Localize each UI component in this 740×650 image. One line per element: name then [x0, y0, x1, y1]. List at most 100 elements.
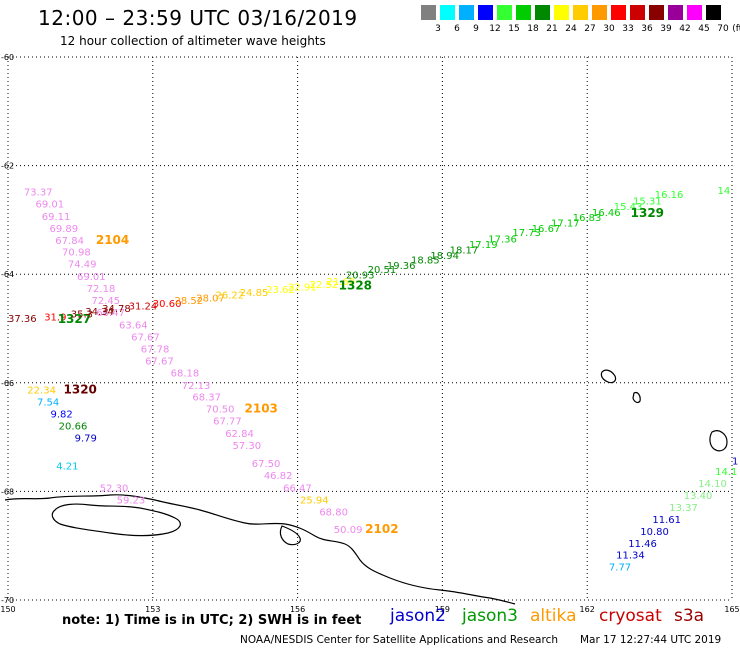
legend-tick-label: 9: [473, 24, 479, 34]
wave-height-value: 31.9: [44, 312, 66, 323]
wave-height-value: 20.93: [346, 271, 375, 282]
y-tick-label: -62: [1, 162, 14, 171]
wave-height-value: 68.18: [171, 368, 200, 379]
mission-jason3: jason3: [462, 606, 518, 626]
x-tick-label: 159: [435, 605, 450, 614]
y-tick-label: -66: [1, 379, 14, 388]
wave-height-value: 66.47: [96, 308, 125, 319]
footer-timestamp: Mar 17 12:27:44 UTC 2019: [580, 634, 722, 646]
legend-tick-label: 15: [508, 24, 520, 34]
wave-height-value: 67.78: [141, 344, 170, 355]
legend-tick-label: 30: [603, 24, 615, 34]
wave-height-value: 16.16: [655, 190, 684, 201]
wave-height-value: 67.50: [252, 459, 281, 470]
wave-height-value: 16.83: [573, 213, 602, 224]
wave-height-value: 34.78: [102, 304, 131, 315]
grid-lines: [7, 56, 733, 601]
wave-height-value: 22.91: [288, 282, 317, 293]
wave-height-value: 7.77: [609, 563, 631, 574]
wave-height-value: 68.80: [319, 507, 348, 518]
wave-height-value: 25.94: [300, 495, 329, 506]
x-tick-label: 150: [0, 605, 15, 614]
legend-tick-label: 21: [546, 24, 558, 34]
wave-height-value: 26.22: [216, 291, 245, 302]
mission-jason2: jason2: [390, 606, 446, 626]
wave-height-value: 52.30: [100, 483, 129, 494]
legend-swatch: [440, 5, 455, 20]
wave-height-value: 37.36: [8, 314, 37, 325]
wave-height-value: 67.67: [131, 332, 160, 343]
wave-height-value: 16.67: [532, 224, 561, 235]
wave-height-value: 11.34: [616, 551, 645, 562]
wave-height-value: 50.09: [334, 525, 363, 536]
wave-height-value: 74.49: [68, 260, 97, 271]
wave-height-value: 68.37: [192, 393, 221, 404]
chart-title: 12:00 – 23:59 UTC 03/16/2019: [38, 6, 358, 30]
wave-height-value: 14.1: [715, 467, 737, 478]
wave-height-value: 67.77: [213, 417, 242, 428]
coastline: [4, 369, 728, 605]
track-time-label: 1328: [339, 278, 372, 292]
wave-height-value: 15.43: [614, 202, 643, 213]
wave-height-value: 11.61: [652, 515, 681, 526]
wave-height-value: 16.46: [592, 208, 621, 219]
wave-height-value: 13.37: [669, 503, 698, 514]
chart-subtitle: 12 hour collection of altimeter wave hei…: [60, 34, 326, 48]
wave-height-value: 72.13: [182, 381, 211, 392]
legend-tick-label: 36: [641, 24, 653, 34]
legend-tick-label: 70: [717, 24, 729, 34]
wave-height-value: 28.52: [175, 296, 204, 307]
y-tick-label: -64: [1, 270, 14, 279]
note-text: note: 1) Time is in UTC; 2) SWH is in fe…: [62, 613, 362, 628]
wave-height-value: 7.54: [37, 398, 59, 409]
legend-tick-label: 12: [489, 24, 501, 34]
y-tick-label: -70: [1, 596, 14, 605]
legend-swatch: [516, 5, 531, 20]
legend-swatch: [535, 5, 550, 20]
wave-height-value: 22.52: [310, 280, 339, 291]
legend-swatch: [630, 5, 645, 20]
wave-height-value: 14.10: [698, 479, 727, 490]
legend-swatch: [459, 5, 474, 20]
legend-swatch: [687, 5, 702, 20]
legend-swatch: [478, 5, 493, 20]
wave-height-value: 18.17: [450, 246, 479, 257]
wave-height-value: 66.47: [283, 483, 312, 494]
wave-height-value: 17.36: [488, 235, 517, 246]
wave-height-value: 30.60: [153, 299, 182, 310]
wave-height-value: 46.82: [264, 471, 293, 482]
wave-height-value: 9.82: [50, 410, 72, 421]
x-tick-label: 153: [145, 605, 160, 614]
track-time-label: 2104: [96, 233, 129, 247]
track-time-label: 2103: [245, 402, 278, 416]
wave-height-value: 31.24: [129, 301, 158, 312]
wave-height-value: 22.34: [27, 386, 56, 397]
legend-tick-label: 27: [584, 24, 596, 34]
wave-height-value: 20.66: [59, 421, 88, 432]
legend-tick-label: 45: [698, 24, 710, 34]
legend-tick-label: 24: [565, 24, 577, 34]
wave-height-value: 20.51: [368, 265, 397, 276]
legend-swatch: [611, 5, 626, 20]
wave-height-value: 1: [732, 456, 738, 467]
legend-swatch: [706, 5, 721, 20]
legend-tick-label: 6: [454, 24, 460, 34]
wave-height-value: 69.11: [42, 212, 71, 223]
wave-height-value: 23.62: [266, 285, 295, 296]
legend-swatch: [592, 5, 607, 20]
wave-height-value: 28.07: [196, 293, 225, 304]
y-tick-label: -68: [1, 487, 14, 496]
axis-labels: 150 153 156 159 162 165 -60 -62 -64 -66 -68 -70: [0, 53, 739, 614]
track-time-label: 2102: [365, 522, 398, 536]
wave-height-value: 24.85: [240, 288, 269, 299]
legend-tick-label: 3: [435, 24, 441, 34]
wave-height-value: 18.85: [411, 255, 440, 266]
wave-height-value: 9.79: [75, 433, 97, 444]
wave-height-value: 67.84: [55, 236, 84, 247]
wave-height-value: 35.3: [71, 310, 93, 321]
wave-height-value: 17.17: [551, 218, 580, 229]
wave-height-value: 70.50: [206, 405, 235, 416]
track-time-label: 1327: [58, 312, 91, 326]
legend-swatch: [497, 5, 512, 20]
wave-height-value: 17.19: [469, 240, 498, 251]
